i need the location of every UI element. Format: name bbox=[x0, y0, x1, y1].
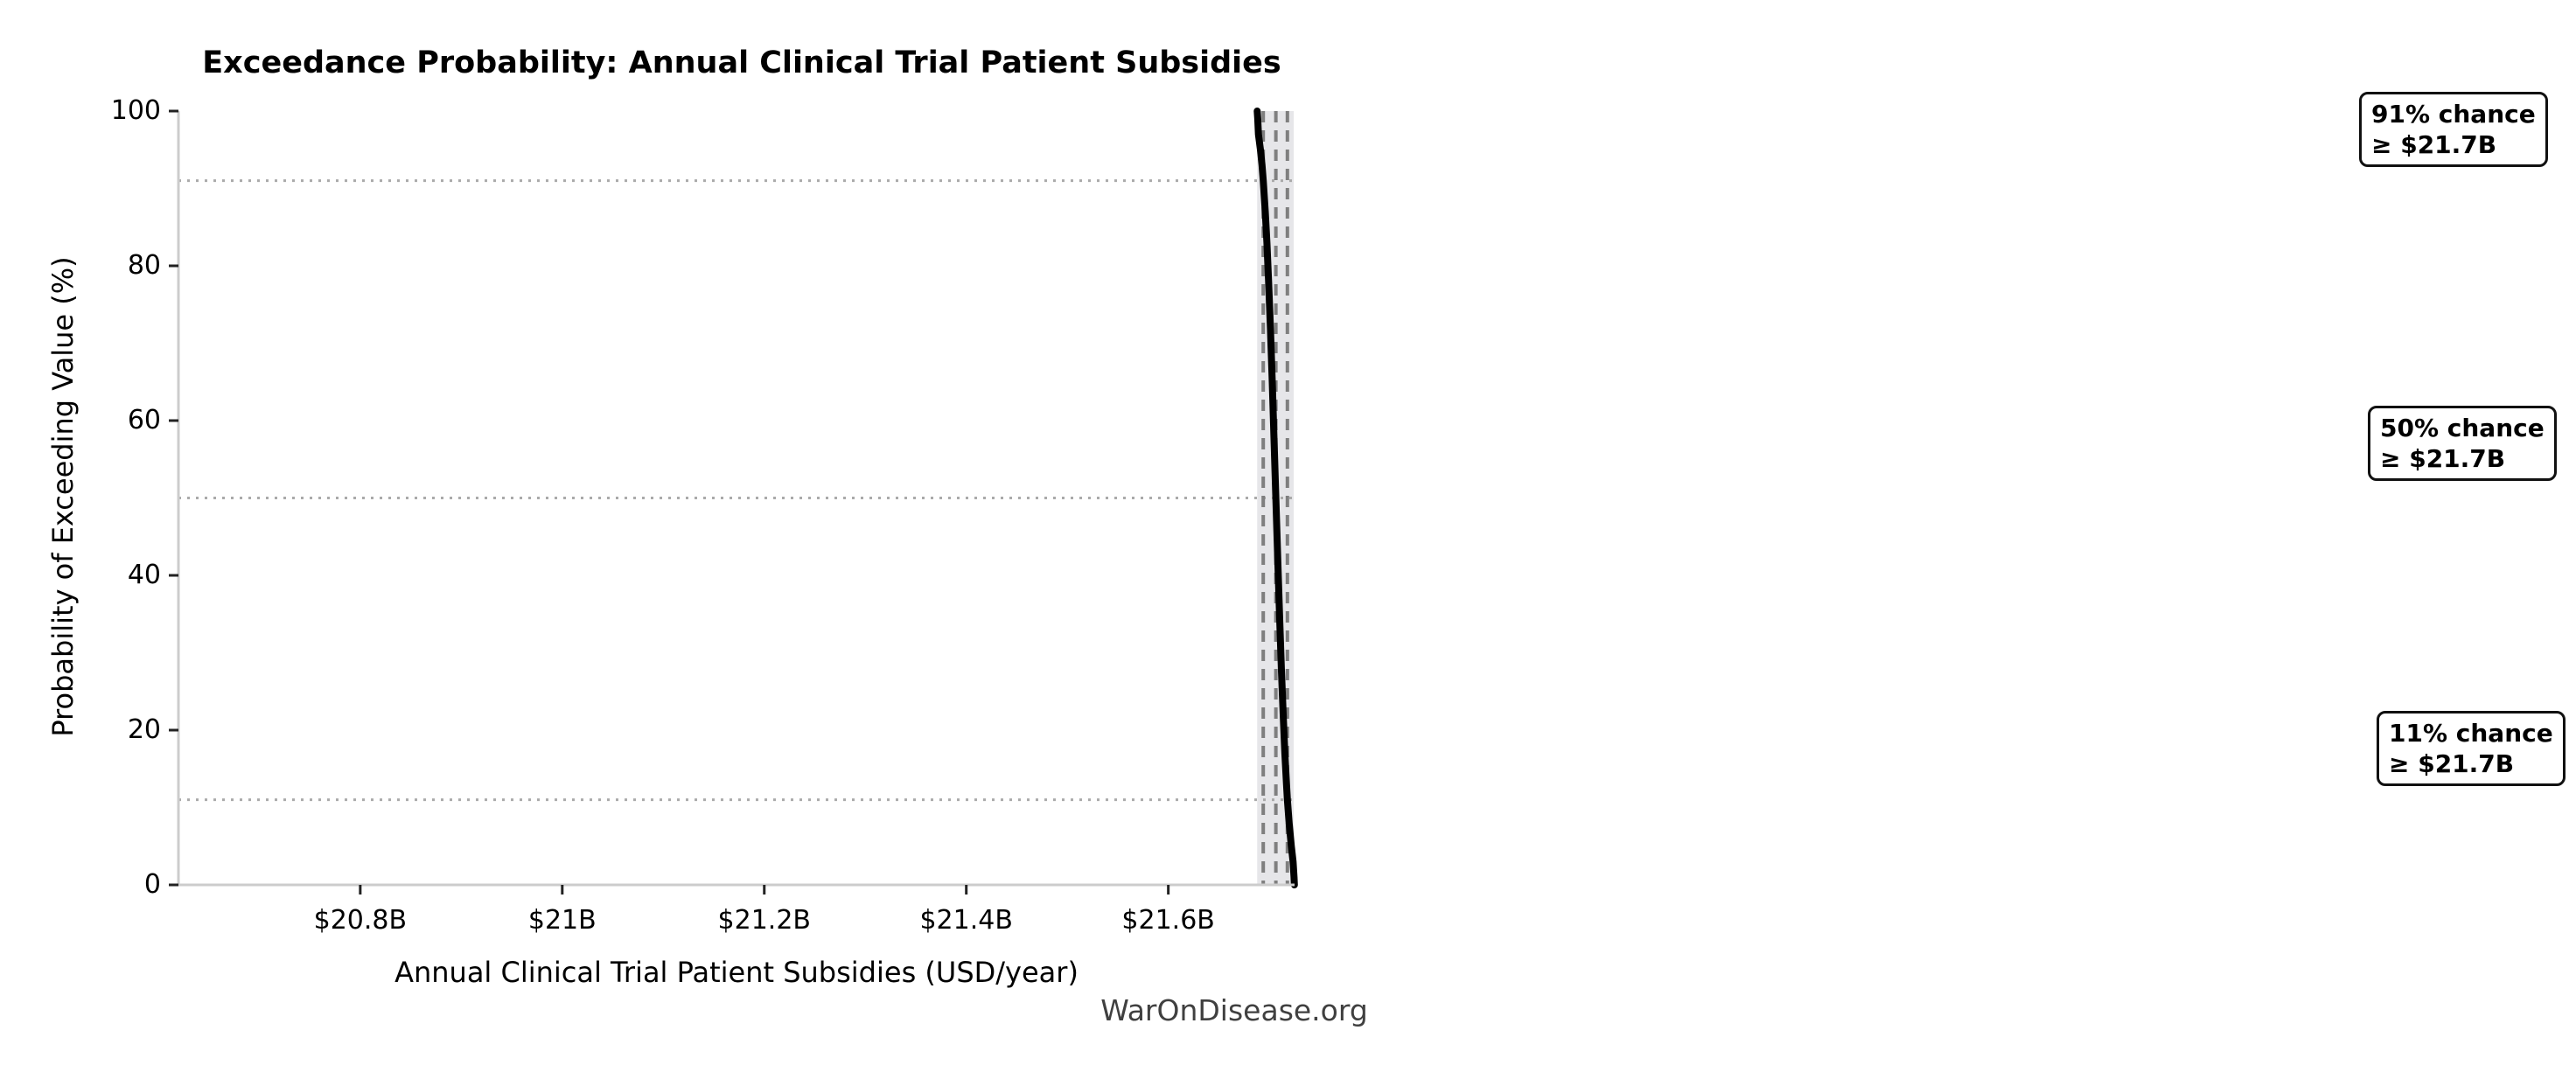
y-axis-label: Probability of Exceeding Value (%) bbox=[46, 256, 80, 737]
exceedance-curve bbox=[1253, 108, 1298, 888]
x-axis-label: Annual Clinical Trial Patient Subsidies … bbox=[394, 956, 1079, 989]
x-tick-label-$21.4B: $21.4B bbox=[919, 905, 1013, 936]
annotation-50-percent-chance: 50% chance ≥ $21.7B bbox=[2368, 406, 2557, 481]
x-tick-label-$20.8B: $20.8B bbox=[313, 905, 408, 936]
y-tick-label-100: 100 bbox=[110, 95, 161, 126]
footer-watermark: WarOnDisease.org bbox=[1100, 993, 1368, 1027]
annotation-line-probability: 50% chance bbox=[2380, 414, 2545, 442]
chart-title: Exceedance Probability: Annual Clinical … bbox=[202, 45, 1281, 80]
annotation-line-probability: 11% chance bbox=[2389, 719, 2553, 748]
annotation-line-threshold: ≥ $21.7B bbox=[2389, 749, 2515, 778]
annotation-line-threshold: ≥ $21.7B bbox=[2371, 130, 2497, 159]
y-tick-label-40: 40 bbox=[127, 560, 161, 590]
annotation-line-probability: 91% chance bbox=[2371, 100, 2536, 129]
annotation-line-threshold: ≥ $21.7B bbox=[2380, 444, 2506, 473]
y-tick-label-80: 80 bbox=[127, 250, 161, 281]
annotation-11-percent-chance: 11% chance ≥ $21.7B bbox=[2377, 711, 2566, 786]
x-tick-label-$21.2B: $21.2B bbox=[717, 905, 811, 936]
annotation-91-percent-chance: 91% chance ≥ $21.7B bbox=[2359, 92, 2548, 167]
y-tick-label-20: 20 bbox=[127, 714, 161, 745]
y-tick-label-60: 60 bbox=[127, 405, 161, 435]
x-tick-label-$21.6B: $21.6B bbox=[1121, 905, 1215, 936]
x-tick-label-$21B: $21B bbox=[527, 905, 597, 936]
y-tick-label-0: 0 bbox=[143, 869, 161, 900]
